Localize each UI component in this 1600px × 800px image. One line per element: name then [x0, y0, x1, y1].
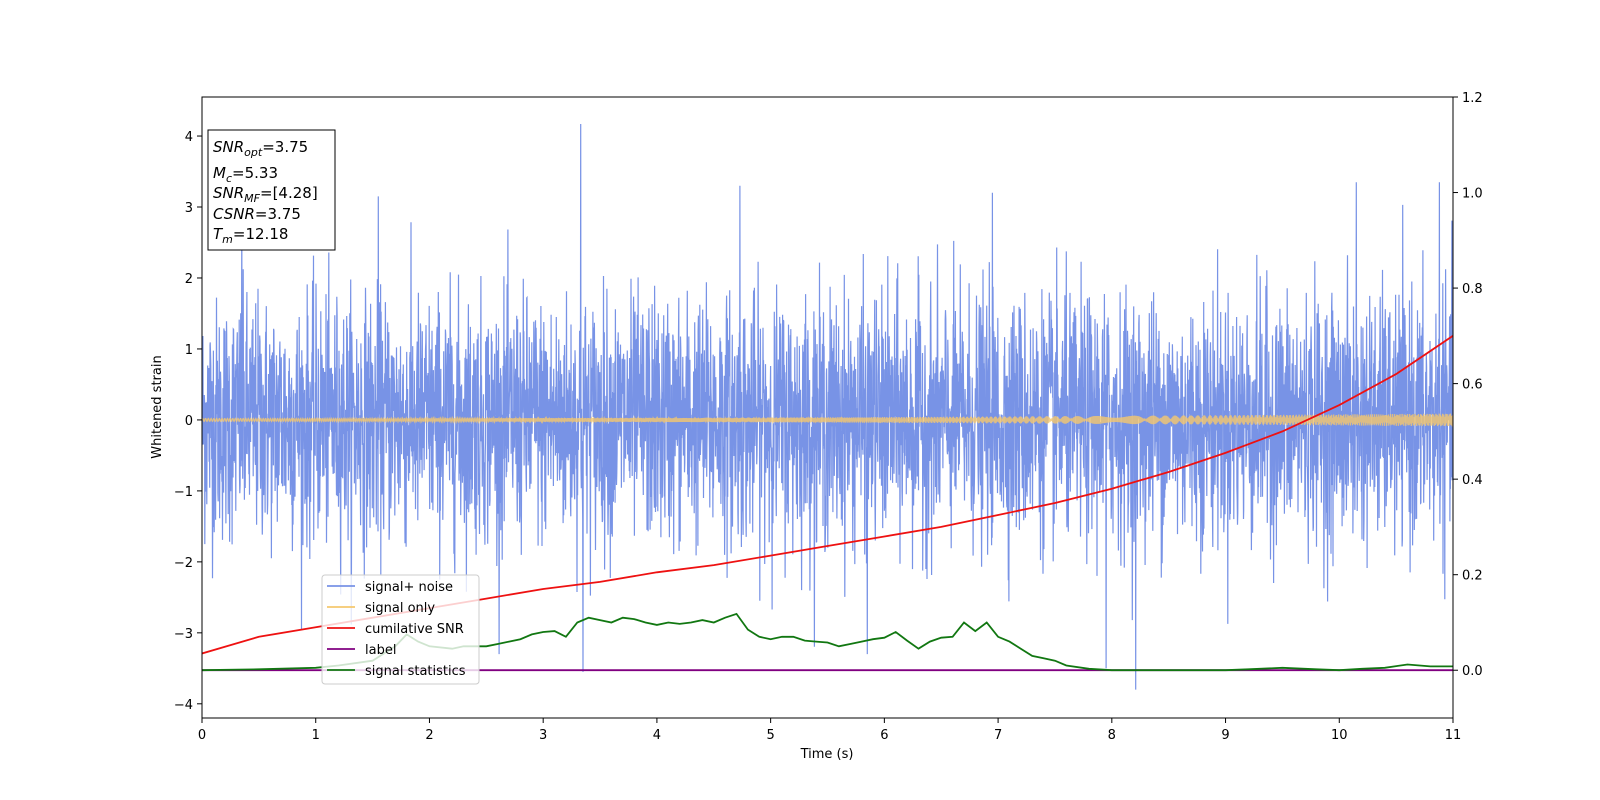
y2-tick-label: 0.6 — [1462, 378, 1483, 393]
x-tick-label: 4 — [653, 728, 661, 743]
legend-label: label — [365, 643, 396, 658]
info-value: =3.75 — [255, 205, 301, 223]
y-tick-label: 4 — [185, 130, 193, 145]
y2-tick-label: 1.2 — [1462, 91, 1483, 106]
info-symbol: M — [213, 164, 226, 182]
y2-tick-label: 0.4 — [1462, 473, 1483, 488]
x-tick-label: 11 — [1445, 728, 1462, 743]
series-signal-only — [202, 413, 1453, 427]
y-tick-label: 1 — [185, 343, 193, 358]
y-tick-label: 2 — [185, 272, 193, 287]
x-tick-label: 8 — [1108, 728, 1116, 743]
x-tick-label: 0 — [198, 728, 206, 743]
x-tick-label: 1 — [312, 728, 320, 743]
y-tick-label: −3 — [174, 627, 193, 642]
info-symbol: CSNR — [213, 205, 255, 223]
plot-frame — [201, 96, 1454, 719]
y2-tick-label: 0.0 — [1462, 664, 1483, 679]
info-line: Mc=5.33 — [213, 164, 278, 185]
series-signal-statistics — [202, 612, 1453, 672]
legend-label: signal only — [365, 601, 435, 616]
info-symbol: SNR — [213, 184, 244, 202]
info-value: =12.18 — [233, 225, 289, 243]
info-symbol: SNR — [213, 138, 244, 156]
info-value: =3.75 — [262, 138, 308, 156]
y2-tick-label: 0.2 — [1462, 569, 1483, 584]
info-subscript: c — [226, 172, 232, 185]
legend: signal+ noise signal only cumilative SNR la… — [321, 574, 480, 685]
info-subscript: m — [222, 233, 233, 246]
legend-label: signal statistics — [365, 664, 466, 679]
x-tick-label: 6 — [880, 728, 888, 743]
info-subscript: MF — [244, 192, 260, 205]
x-tick-label: 10 — [1331, 728, 1348, 743]
legend-label: signal+ noise — [365, 580, 453, 595]
info-line: SNRopt=3.75 — [213, 138, 308, 159]
info-line: SNRMF=[4.28] — [213, 184, 318, 205]
y2-tick-label: 1.0 — [1462, 187, 1483, 202]
info-value: =5.33 — [232, 164, 278, 182]
x-axis-title: Time (s) — [800, 747, 854, 762]
y-tick-label: −1 — [174, 485, 193, 500]
y-axis-title: Whitened strain — [150, 355, 165, 458]
y2-tick-label: 0.8 — [1462, 282, 1483, 297]
info-value: =[4.28] — [260, 184, 318, 202]
y-tick-label: −2 — [174, 556, 193, 571]
y-tick-label: 3 — [185, 201, 193, 216]
info-line: Tm=12.18 — [213, 225, 288, 246]
info-box-frame — [207, 129, 336, 251]
y-tick-label: −4 — [174, 698, 193, 713]
info-symbol: T — [213, 225, 224, 243]
x-tick-label: 3 — [539, 728, 547, 743]
x-tick-label: 9 — [1221, 728, 1229, 743]
x-tick-label: 5 — [766, 728, 774, 743]
info-subscript: opt — [244, 146, 263, 159]
x-tick-label: 7 — [994, 728, 1002, 743]
info-box: SNRopt=3.75Mc=5.33SNRMF=[4.28]CSNR=3.75T… — [207, 129, 336, 251]
legend-label: cumilative SNR — [365, 622, 464, 637]
legend-frame — [321, 574, 480, 685]
axes: 0 1 2 3 4 5 6 7 8 9 10 1143210−1−2−3−41.21.00.80.60… — [174, 91, 1483, 743]
y-tick-label: 0 — [185, 414, 193, 429]
info-line: CSNR=3.75 — [213, 205, 301, 223]
x-tick-label: 2 — [425, 728, 433, 743]
